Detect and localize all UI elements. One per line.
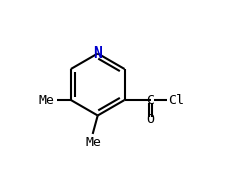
Text: C: C — [147, 93, 155, 106]
Text: Me: Me — [86, 136, 102, 149]
Text: Cl: Cl — [168, 93, 184, 106]
Text: N: N — [93, 46, 102, 61]
Text: O: O — [147, 113, 155, 126]
Text: Me: Me — [38, 93, 54, 106]
